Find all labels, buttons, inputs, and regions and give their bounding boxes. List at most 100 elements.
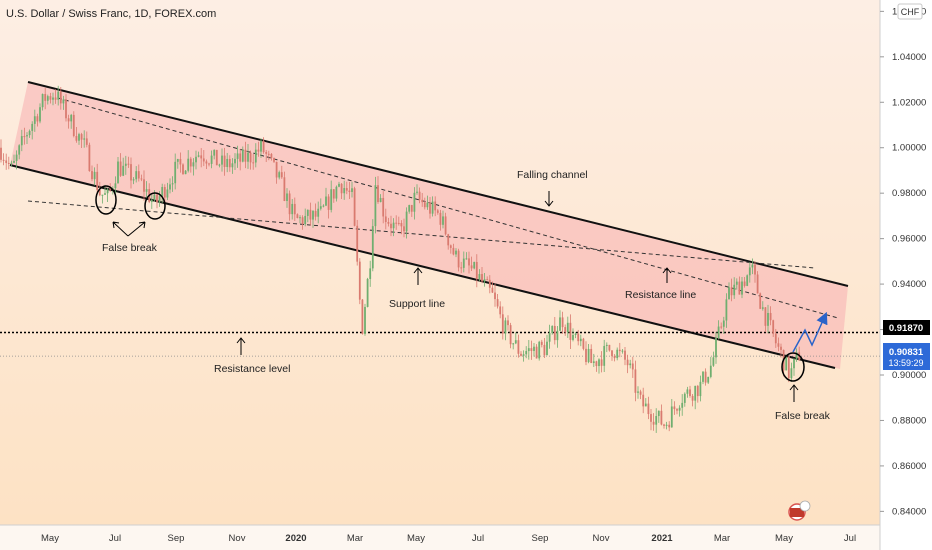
candle-body: [5, 160, 8, 163]
candle-body: [444, 216, 447, 235]
time-axis-tick: Mar: [714, 533, 730, 544]
candle-body: [543, 344, 546, 356]
event-count-badge: [799, 500, 811, 512]
candle-body: [761, 307, 764, 309]
false-break-circle-3[interactable]: [781, 352, 805, 382]
candle-body: [54, 97, 57, 100]
candle-body: [774, 333, 777, 344]
candle-body: [67, 118, 70, 122]
candle-body: [616, 349, 619, 359]
candle-body: [124, 163, 127, 166]
candle-body: [535, 346, 538, 359]
channel-lower-line[interactable]: [9, 164, 836, 369]
candle-body: [249, 152, 252, 163]
candle-body: [176, 159, 179, 162]
candle-body: [296, 214, 299, 219]
candle-body: [416, 191, 418, 193]
candle-body: [10, 162, 13, 164]
candle-body: [205, 161, 208, 164]
candle-body: [49, 96, 52, 100]
candle-body: [548, 333, 551, 342]
candle-body: [722, 320, 725, 327]
candle-body: [80, 134, 83, 140]
time-axis-tick: May: [407, 533, 425, 544]
candle-body: [70, 114, 73, 122]
candle-body: [585, 348, 587, 363]
candle-body: [538, 341, 541, 359]
candle-body: [153, 194, 156, 200]
candle-body: [184, 170, 187, 175]
candle-body: [595, 361, 598, 367]
candle-body: [566, 322, 569, 333]
time-axis-tick: 2020: [285, 533, 306, 544]
candle-body: [608, 344, 611, 351]
candle-body: [343, 188, 346, 194]
candle-body: [785, 356, 788, 371]
price-axis-tick: 0.86000: [892, 461, 926, 472]
price-axis-tick: 0.96000: [892, 234, 926, 245]
candle-body: [624, 350, 626, 360]
candle-body: [468, 258, 470, 266]
candle-body: [200, 155, 203, 159]
candle-body: [400, 223, 403, 227]
time-axis-tick: May: [41, 533, 59, 544]
candle-body: [226, 158, 229, 167]
candle-body: [431, 201, 434, 214]
candle-body: [577, 333, 580, 342]
candle-body: [434, 201, 437, 211]
candle-body: [252, 162, 255, 164]
resistance-level-label: Resistance level: [214, 363, 290, 375]
candle-body: [603, 345, 606, 366]
candle-body: [13, 160, 15, 163]
resistance-dashed-line[interactable]: [57, 97, 839, 319]
false-break-circle-2[interactable]: [144, 192, 166, 220]
currency-badge-box[interactable]: [897, 3, 923, 20]
false-break-left-arrows: [112, 221, 146, 237]
candle-body: [283, 177, 286, 201]
candle-body: [192, 162, 195, 167]
candle-body: [145, 189, 148, 192]
candle-body: [101, 194, 104, 196]
candle-body: [98, 190, 101, 196]
candle-body: [465, 258, 468, 260]
time-axis-tick: 2021: [651, 533, 673, 544]
candle-body: [179, 159, 182, 165]
candle-body: [707, 376, 710, 383]
candle-body: [613, 356, 616, 359]
candle-body: [751, 264, 754, 268]
candle-body: [254, 149, 257, 163]
candle-body: [455, 250, 457, 255]
candle-body: [572, 334, 574, 340]
candle-body: [413, 192, 416, 212]
support-dashed-line[interactable]: [27, 200, 816, 269]
candle-body: [501, 314, 504, 334]
candle-body: [299, 217, 301, 219]
channel-upper-line[interactable]: [27, 81, 849, 287]
candle-body: [143, 179, 145, 192]
candle-body: [351, 188, 353, 192]
candle-body: [150, 199, 153, 202]
candle-body: [777, 343, 780, 347]
candle-body: [221, 155, 223, 165]
candle-body: [418, 191, 421, 200]
currency-badge[interactable]: CHF: [901, 7, 920, 17]
candle-body: [678, 407, 681, 411]
price-axis-tick: 1.02000: [892, 97, 926, 108]
candle-body: [520, 353, 522, 356]
candle-body: [650, 414, 652, 422]
candle-body: [75, 136, 78, 141]
candle-body: [91, 171, 93, 180]
candle-body: [210, 155, 213, 164]
candle-body: [551, 325, 554, 334]
candle-body: [163, 187, 166, 198]
time-axis-tick: Nov: [593, 533, 610, 544]
candle-body: [213, 149, 216, 156]
candle-body: [769, 312, 772, 321]
candle-body: [361, 299, 364, 334]
candle-body: [23, 136, 26, 138]
false-break-circle-1[interactable]: [95, 185, 117, 215]
candle-body: [717, 326, 720, 339]
candle-body: [673, 406, 676, 410]
candle-body: [533, 346, 535, 351]
